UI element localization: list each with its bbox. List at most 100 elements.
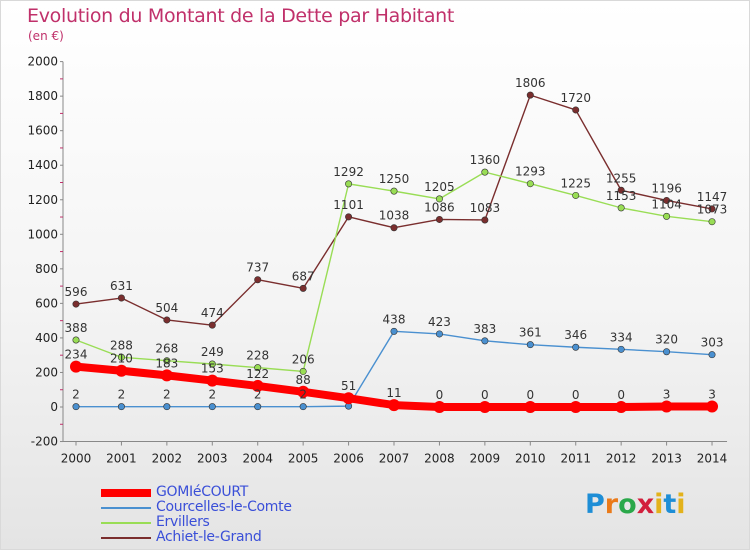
data-point-achiet-le-grand xyxy=(708,205,716,213)
x-tick-label: 2013 xyxy=(651,452,682,466)
data-label-ervillers: 228 xyxy=(246,349,269,363)
data-point-achiet-le-grand xyxy=(526,91,534,99)
data-label-courcelles-le-comte: 383 xyxy=(473,322,496,336)
data-point-gomi-court xyxy=(70,360,82,373)
data-label-courcelles-le-comte: 2 xyxy=(163,388,171,402)
data-point-ervillers xyxy=(481,168,489,176)
data-labels-layer: 234 210 183 153 122 88 51 11 0 0 0 0 0 3 3 2 2 2 2 2 2 438 423… xyxy=(65,76,728,402)
data-point-achiet-le-grand xyxy=(572,106,580,114)
data-point-ervillers xyxy=(708,218,716,226)
x-tick-label: 2007 xyxy=(379,452,410,466)
data-label-courcelles-le-comte: 2 xyxy=(72,388,80,402)
data-label-courcelles-le-comte: 334 xyxy=(610,330,633,344)
data-label-achiet-le-grand: 1196 xyxy=(651,181,682,195)
data-label-gomi-court: 3 xyxy=(708,387,716,401)
data-label-gomi-court: 153 xyxy=(201,362,224,376)
chart-title: Evolution du Montant de la Dette par Hab… xyxy=(27,5,455,27)
x-tick-label: 2003 xyxy=(197,452,228,466)
y-tick-label: 1800 xyxy=(27,89,58,103)
y-tick-label: 2000 xyxy=(27,55,58,69)
data-label-gomi-court: 11 xyxy=(386,386,401,400)
legend-item-achiet: Achiet-le-Grand xyxy=(101,529,361,545)
data-point-achiet-le-grand xyxy=(254,276,262,284)
data-label-gomi-court: 183 xyxy=(155,356,178,370)
data-point-achiet-le-grand xyxy=(72,300,80,308)
data-point-gomi-court xyxy=(115,364,128,377)
data-label-gomi-court: 210 xyxy=(110,352,133,366)
data-label-achiet-le-grand: 1086 xyxy=(424,200,455,214)
y-tick-label: 1200 xyxy=(27,193,58,207)
data-label-ervillers: 288 xyxy=(110,338,133,352)
data-label-courcelles-le-comte: 320 xyxy=(655,333,678,347)
x-tick-label: 2001 xyxy=(106,452,137,466)
data-label-ervillers: 249 xyxy=(201,345,224,359)
data-point-ervillers xyxy=(299,367,307,375)
data-point-gomi-court xyxy=(433,401,446,413)
data-label-achiet-le-grand: 1255 xyxy=(606,171,637,185)
y-tick-label: 400 xyxy=(35,331,58,345)
data-label-gomi-court: 0 xyxy=(572,388,580,402)
data-point-achiet-le-grand xyxy=(117,294,125,302)
data-point-achiet-le-grand xyxy=(663,196,671,204)
data-point-courcelles-le-comte xyxy=(708,351,716,359)
x-tick-label: 2000 xyxy=(61,452,92,466)
data-point-courcelles-le-comte xyxy=(208,403,216,411)
data-label-ervillers: 268 xyxy=(155,342,178,356)
data-point-gomi-court xyxy=(160,369,173,382)
data-label-gomi-court: 122 xyxy=(246,367,269,381)
x-tick-label: 2011 xyxy=(560,452,591,466)
proxiti-logo: Proxiti xyxy=(585,489,686,520)
data-label-achiet-le-grand: 474 xyxy=(201,306,224,320)
data-label-courcelles-le-comte: 303 xyxy=(701,336,724,350)
data-label-gomi-court: 0 xyxy=(617,388,625,402)
data-point-courcelles-le-comte xyxy=(163,403,171,411)
data-point-courcelles-le-comte xyxy=(617,345,625,353)
data-point-ervillers xyxy=(163,357,171,365)
data-label-gomi-court: 0 xyxy=(481,388,489,402)
data-label-achiet-le-grand: 1083 xyxy=(470,201,501,215)
data-point-gomi-court xyxy=(524,401,537,413)
legend-label-achiet: Achiet-le-Grand xyxy=(156,529,262,545)
data-label-ervillers: 1205 xyxy=(424,180,455,194)
legend-swatch-gomiecourt xyxy=(101,489,151,497)
y-tick-label: -200 xyxy=(31,435,58,449)
data-label-ervillers: 1293 xyxy=(515,165,546,179)
data-point-courcelles-le-comte xyxy=(299,403,307,411)
x-tick-label: 2009 xyxy=(470,452,501,466)
data-point-courcelles-le-comte xyxy=(481,337,489,345)
data-label-achiet-le-grand: 737 xyxy=(246,261,269,275)
legend-item-ervillers: Ervillers xyxy=(101,514,361,530)
data-point-achiet-le-grand xyxy=(435,215,443,223)
data-label-ervillers: 1292 xyxy=(333,165,364,179)
data-label-ervillers: 1225 xyxy=(560,176,591,190)
series-layer xyxy=(70,91,719,413)
data-point-gomi-court xyxy=(660,400,673,413)
data-label-courcelles-le-comte: 361 xyxy=(519,326,542,340)
data-label-gomi-court: 88 xyxy=(296,373,311,387)
data-label-ervillers: 1250 xyxy=(379,172,410,186)
data-point-gomi-court xyxy=(206,374,219,387)
data-label-gomi-court: 234 xyxy=(65,348,88,362)
data-point-achiet-le-grand xyxy=(345,213,353,221)
y-tick-label: 0 xyxy=(50,400,58,414)
data-label-achiet-le-grand: 1038 xyxy=(379,209,410,223)
data-label-achiet-le-grand: 1806 xyxy=(515,76,546,90)
data-point-ervillers xyxy=(345,180,353,188)
data-label-courcelles-le-comte: 2 xyxy=(254,388,262,402)
data-label-courcelles-le-comte: 346 xyxy=(564,328,587,342)
data-label-courcelles-le-comte: 423 xyxy=(428,315,451,329)
y-tick-label: 800 xyxy=(35,262,58,276)
data-point-ervillers xyxy=(572,191,580,199)
legend-swatch-courcelles xyxy=(101,507,151,509)
data-point-courcelles-le-comte xyxy=(663,348,671,356)
data-label-ervillers: 388 xyxy=(65,321,88,335)
y-tick-label: 200 xyxy=(35,365,58,379)
data-label-achiet-le-grand: 596 xyxy=(65,285,88,299)
data-point-courcelles-le-comte xyxy=(72,403,80,411)
y-tick-label: 600 xyxy=(35,296,58,310)
data-point-gomi-court xyxy=(569,401,582,413)
data-label-achiet-le-grand: 504 xyxy=(155,301,178,315)
data-point-gomi-court xyxy=(615,401,628,413)
data-label-gomi-court: 0 xyxy=(436,388,444,402)
